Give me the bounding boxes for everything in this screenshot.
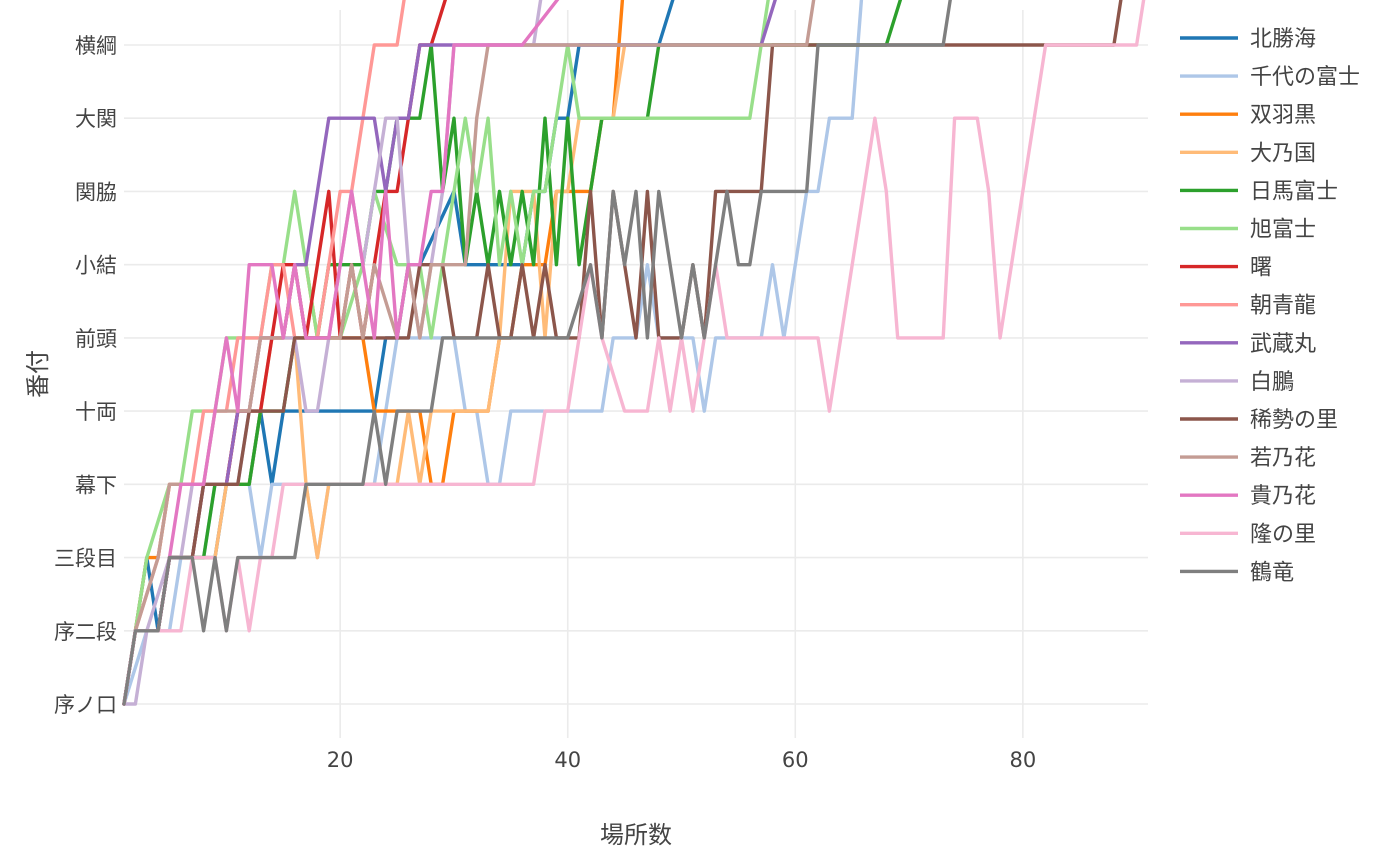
legend-label: 千代の富士	[1250, 65, 1360, 90]
y-tick-label: 三段目	[54, 547, 117, 571]
y-tick-label: 序二段	[54, 620, 117, 644]
legend-label: 貴乃花	[1250, 484, 1316, 509]
legend-label: 北勝海	[1250, 27, 1316, 52]
y-tick-label: 小結	[75, 254, 117, 278]
legend-label: 武蔵丸	[1250, 332, 1316, 357]
x-tick-label: 20	[327, 748, 354, 772]
x-tick-label: 40	[554, 748, 581, 772]
y-tick-label: 横綱	[75, 34, 117, 58]
y-tick-label: 関脇	[75, 180, 117, 204]
series-line	[122, 0, 952, 706]
legend: 北勝海千代の富士双羽黒大乃国日馬富士旭富士曙朝青龍武蔵丸白鵬稀勢の里若乃花貴乃花…	[1180, 27, 1360, 585]
legend-label: 日馬富士	[1250, 179, 1338, 204]
y-tick-label: 前頭	[75, 327, 117, 351]
y-tick-label: 序ノ口	[54, 693, 117, 717]
legend-label: 朝青龍	[1250, 294, 1316, 319]
legend-label: 双羽黒	[1250, 103, 1316, 128]
legend-label: 旭富士	[1250, 218, 1316, 243]
series-lines	[122, 0, 1146, 706]
y-tick-label: 大関	[75, 107, 117, 131]
legend-label: 稀勢の里	[1250, 408, 1338, 433]
legend-label: 鶴竜	[1250, 560, 1294, 585]
legend-label: 白鵬	[1250, 370, 1294, 395]
y-axis-title: 番付	[24, 350, 52, 398]
series-line	[122, 0, 1146, 706]
x-tick-label: 60	[782, 748, 809, 772]
series-line	[122, 0, 1123, 706]
x-axis-tick-labels: 20 40 60 80	[327, 748, 1036, 772]
x-axis-title: 場所数	[600, 821, 672, 849]
legend-label: 若乃花	[1250, 446, 1316, 471]
legend-label: 大乃国	[1250, 141, 1316, 166]
legend-label: 曙	[1250, 256, 1272, 281]
x-tick-label: 80	[1009, 748, 1036, 772]
series-line	[122, 0, 560, 706]
y-tick-label: 十両	[75, 400, 117, 424]
legend-label: 隆の里	[1250, 522, 1316, 547]
y-axis-tick-labels: 序ノ口 序二段 三段目 幕下 十両 前頭 小結 関脇 大関 横綱	[54, 34, 117, 717]
y-tick-label: 幕下	[75, 473, 117, 497]
